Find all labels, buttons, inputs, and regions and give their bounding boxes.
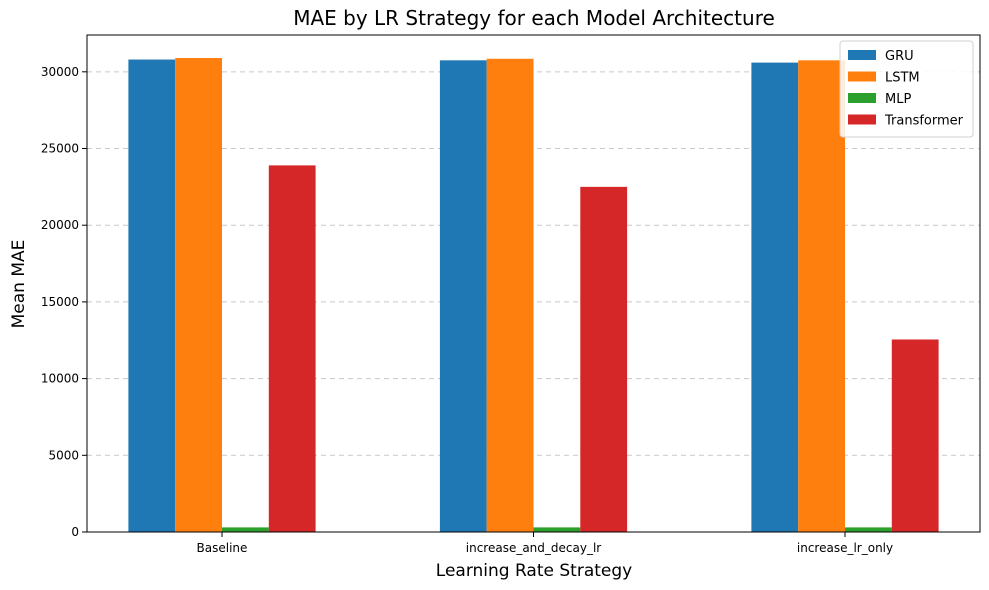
bar-gru-1 [439,60,487,533]
legend-swatch-mlp [848,93,876,103]
legend: GRU LSTM MLP Transformer [839,40,974,138]
grid-lines [87,71,980,456]
x-axis-label: Learning Rate Strategy [436,561,632,581]
legend-label-lstm: LSTM [885,71,920,86]
bar-lstm-2 [798,60,845,533]
legend-label-gru: GRU [885,49,914,64]
bar-mlp-0 [222,527,269,532]
bar-lstm-0 [175,58,222,533]
y-tick-label: 5000 [48,448,79,462]
y-tick-label: 0 [71,525,79,539]
bar-transformer-1 [580,186,628,532]
chart-title: MAE by LR Strategy for each Model Archit… [293,6,775,30]
y-axis-label: Mean MAE [9,240,29,329]
legend-swatch-lstm [848,71,876,82]
bar-transformer-2 [891,339,939,532]
bar-lstm-1 [486,58,534,532]
legend-label-mlp: MLP [885,92,911,107]
bar-gru-0 [128,59,176,532]
legend-swatch-transformer [848,114,876,125]
legend-label-transformer: Transformer [884,114,964,129]
legend-box [839,40,974,138]
legend-swatch-gru [848,50,876,60]
y-tick-label: 15000 [41,295,79,309]
x-tick-label: increase_and_decay_lr [466,541,602,555]
x-tick-label: increase_lr_only [797,541,893,555]
y-tick-label: 30000 [41,65,79,79]
y-tick-label: 10000 [41,372,79,386]
x-tick-label: Baseline [197,541,248,555]
bar-transformer-0 [268,165,316,532]
bar-mlp-2 [845,527,892,532]
y-tick-label: 20000 [41,218,79,232]
y-axis: 0 5000 10000 15000 20000 25000 30000 [41,65,87,539]
x-axis: Baseline increase_and_decay_lr increase_lr… [197,532,893,555]
bar-mlp-1 [533,527,581,532]
bar-gru-2 [751,62,799,532]
y-tick-label: 25000 [41,142,79,156]
bars [128,58,939,533]
